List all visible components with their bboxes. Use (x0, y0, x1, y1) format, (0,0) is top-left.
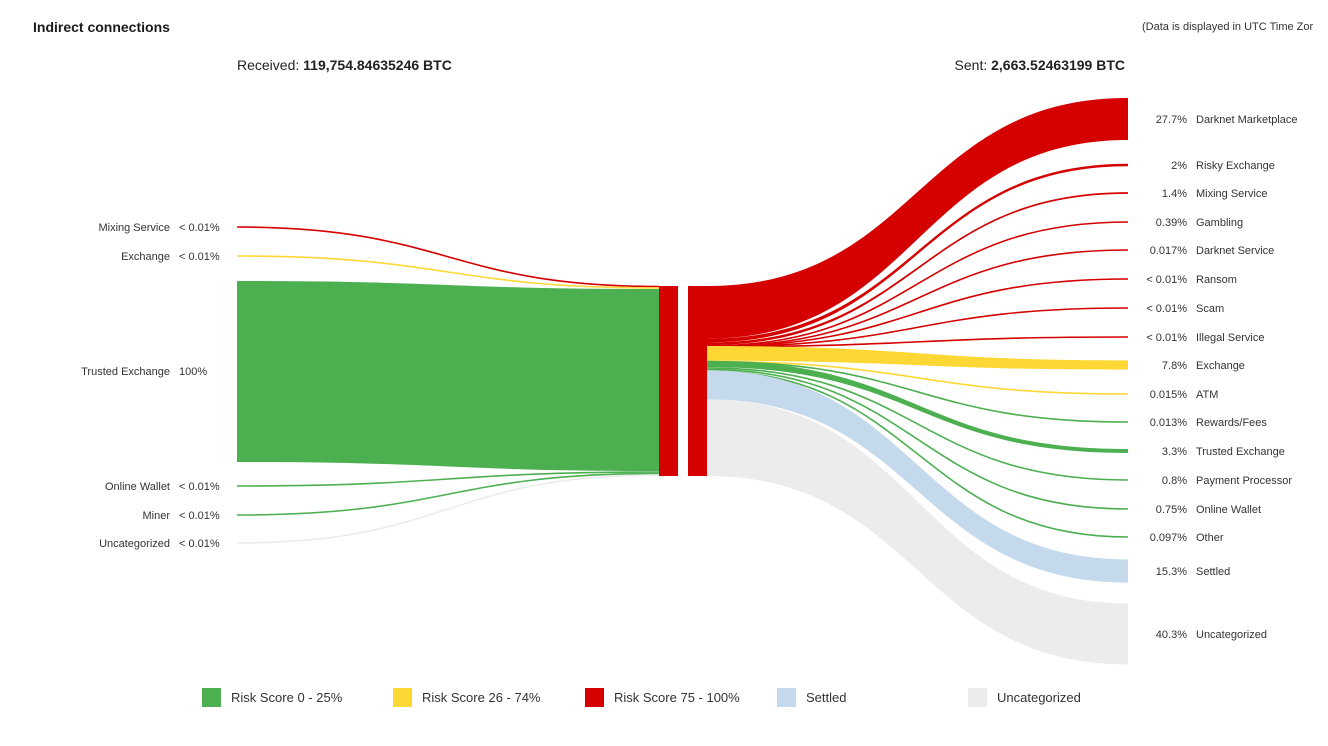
outgoing-label-settled: Settled (1196, 566, 1230, 578)
legend-item: Settled (777, 688, 846, 707)
incoming-label-mixing-service: Mixing Service (98, 222, 170, 234)
incoming-percent-online-wallet: < 0.01% (179, 481, 220, 493)
legend-label: Risk Score 26 - 74% (422, 690, 541, 705)
outgoing-label-exchange: Exchange (1196, 360, 1245, 372)
incoming-flow-uncategorized (236, 474, 660, 544)
outgoing-label-rewards-fees: Rewards/Fees (1196, 417, 1267, 429)
outgoing-percent-online-wallet: 0.75% (1156, 504, 1187, 516)
outgoing-label-trusted-exchange: Trusted Exchange (1196, 446, 1285, 458)
incoming-flow-mixing-service (236, 226, 660, 288)
outgoing-label-illegal-service: Illegal Service (1196, 332, 1264, 344)
outgoing-label-risky-exchange: Risky Exchange (1196, 160, 1275, 172)
outgoing-flow-scam (706, 307, 1129, 348)
sent-total: Sent: 2,663.52463199 BTC (955, 57, 1125, 73)
outgoing-percent-rewards-fees: 0.013% (1150, 417, 1188, 429)
legend-item: Uncategorized (968, 688, 1081, 707)
incoming-flow-exchange (236, 255, 660, 289)
outgoing-label-darknet-service: Darknet Service (1196, 245, 1274, 257)
incoming-label-online-wallet: Online Wallet (105, 481, 170, 493)
outgoing-label-atm: ATM (1196, 389, 1218, 401)
outgoing-percent-ransom: < 0.01% (1146, 274, 1187, 286)
outgoing-label-darknet-marketplace: Darknet Marketplace (1196, 114, 1298, 126)
legend-swatch (202, 688, 221, 707)
outgoing-flow-darknet-service (706, 249, 1129, 348)
outgoing-label-uncategorized: Uncategorized (1196, 629, 1267, 641)
outgoing-percent-risky-exchange: 2% (1171, 160, 1187, 172)
legend-label: Settled (806, 690, 847, 705)
legend-label: Risk Score 75 - 100% (614, 690, 740, 705)
outgoing-flow-risky-exchange (707, 163, 1128, 343)
legend-item: Risk Score 0 - 25% (202, 688, 342, 707)
outgoing-label-online-wallet: Online Wallet (1196, 504, 1261, 516)
outgoing-percent-other: 0.097% (1150, 532, 1188, 544)
outgoing-label-mixing-service: Mixing Service (1196, 188, 1268, 200)
received-value: 119,754.84635246 BTC (303, 57, 452, 73)
incoming-percent-miner: < 0.01% (179, 510, 220, 522)
received-label: Received: (237, 57, 300, 73)
incoming-flow-trusted-exchange (237, 281, 659, 471)
incoming-flow-miner (236, 472, 660, 516)
outgoing-label-ransom: Ransom (1196, 274, 1237, 286)
legend-label: Risk Score 0 - 25% (231, 690, 343, 705)
outgoing-label-gambling: Gambling (1196, 217, 1243, 229)
received-total: Received: 119,754.84635246 BTC (237, 57, 452, 73)
timezone-note: (Data is displayed in UTC Time Zor (1142, 21, 1314, 33)
outgoing-percent-darknet-service: 0.017% (1150, 245, 1188, 257)
outgoing-flow-settled (707, 370, 1128, 583)
outgoing-flow-other (706, 370, 1129, 538)
incoming-label-exchange: Exchange (121, 251, 170, 263)
outgoing-flow-trusted-exchange (707, 360, 1128, 453)
outgoing-flow-ransom (706, 278, 1129, 348)
incoming-percent-uncategorized: < 0.01% (179, 538, 220, 550)
center-bar-in (659, 286, 678, 476)
sent-value: 2,663.52463199 BTC (991, 57, 1125, 73)
outgoing-flow-payment-processor (706, 367, 1129, 481)
page-title: Indirect connections (33, 19, 170, 35)
outgoing-flow-online-wallet (706, 368, 1129, 510)
legend-item: Risk Score 26 - 74% (393, 688, 541, 707)
outgoing-percent-illegal-service: < 0.01% (1146, 332, 1187, 344)
incoming-label-trusted-exchange: Trusted Exchange (81, 366, 170, 378)
outgoing-label-other: Other (1196, 532, 1224, 544)
outgoing-flow-darknet-marketplace (707, 98, 1128, 339)
outgoing-percent-mixing-service: 1.4% (1162, 188, 1187, 200)
legend-swatch (777, 688, 796, 707)
outgoing-percent-trusted-exchange: 3.3% (1162, 446, 1187, 458)
incoming-percent-mixing-service: < 0.01% (179, 222, 220, 234)
incoming-flow-online-wallet (236, 471, 660, 487)
outgoing-label-payment-processor: Payment Processor (1196, 475, 1292, 487)
sent-label: Sent: (954, 57, 988, 73)
outgoing-percent-scam: < 0.01% (1146, 303, 1187, 315)
legend-swatch (393, 688, 412, 707)
incoming-percent-trusted-exchange: 100% (179, 366, 207, 378)
incoming-label-uncategorized: Uncategorized (99, 538, 170, 550)
outgoing-label-scam: Scam (1196, 303, 1224, 315)
outgoing-percent-uncategorized: 40.3% (1156, 629, 1187, 641)
center-bar-out (688, 286, 707, 476)
outgoing-percent-darknet-marketplace: 27.7% (1156, 114, 1187, 126)
legend-item: Risk Score 75 - 100% (585, 688, 740, 707)
outgoing-flow-rewards-fees (706, 360, 1129, 423)
outgoing-percent-payment-processor: 0.8% (1162, 475, 1187, 487)
outgoing-percent-atm: 0.015% (1150, 389, 1188, 401)
outgoing-percent-exchange: 7.8% (1162, 360, 1187, 372)
legend: Risk Score 0 - 25% Risk Score 26 - 74% Ris… (0, 688, 1328, 712)
legend-label: Uncategorized (997, 690, 1081, 705)
outgoing-flow-illegal-service (706, 336, 1129, 348)
outgoing-flow-gambling (706, 221, 1129, 347)
outgoing-percent-gambling: 0.39% (1156, 217, 1187, 229)
incoming-percent-exchange: < 0.01% (179, 251, 220, 263)
legend-swatch (968, 688, 987, 707)
outgoing-flow-mixing-service (707, 192, 1128, 346)
outgoing-flow-atm (706, 360, 1129, 395)
incoming-label-miner: Miner (142, 510, 170, 522)
outgoing-flow-exchange (707, 345, 1128, 370)
legend-swatch (585, 688, 604, 707)
outgoing-flow-uncategorized (707, 399, 1128, 665)
outgoing-percent-settled: 15.3% (1156, 566, 1187, 578)
